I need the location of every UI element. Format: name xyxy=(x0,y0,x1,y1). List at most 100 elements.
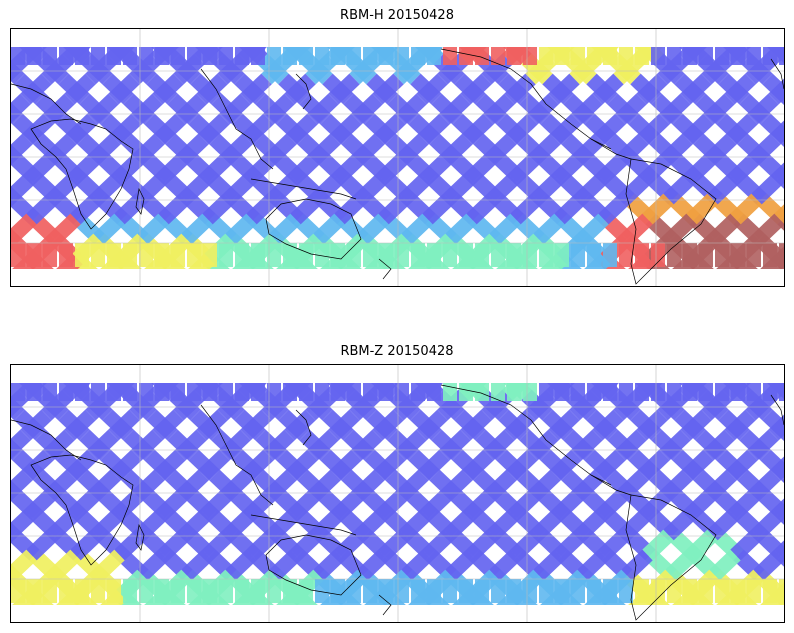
swath-cell xyxy=(779,47,784,65)
swath-cell xyxy=(395,243,409,267)
swath-cell xyxy=(203,243,217,267)
swath-segment xyxy=(577,549,609,581)
swath-segment xyxy=(443,509,475,541)
swath-segment xyxy=(533,549,565,581)
swath-segment xyxy=(571,429,603,461)
swath-segment xyxy=(11,509,35,541)
swath-segment xyxy=(64,73,96,105)
swath-segment xyxy=(615,429,647,461)
swath-segment xyxy=(730,529,762,561)
swath-cell xyxy=(59,243,73,267)
coastlines xyxy=(11,48,784,285)
swath-segment xyxy=(328,409,360,441)
swath-segment xyxy=(20,409,52,441)
swath-cell xyxy=(507,579,521,603)
swath-cell xyxy=(315,47,329,65)
swath-cell xyxy=(555,243,569,267)
swath-segment xyxy=(552,153,584,185)
swath-cell xyxy=(203,47,217,65)
swath-segment xyxy=(378,529,410,561)
swath-segment xyxy=(112,153,144,185)
swath-segment xyxy=(724,409,756,441)
swath-segment xyxy=(531,509,563,541)
swath-segment xyxy=(487,173,519,205)
swath-cell xyxy=(619,579,633,603)
swath-cell xyxy=(123,579,137,603)
swath-segment xyxy=(439,429,471,461)
swath-segment xyxy=(665,213,697,245)
swath-segment xyxy=(703,429,735,461)
swath-cell xyxy=(107,243,121,267)
swath-segment xyxy=(91,509,123,541)
swath-segment xyxy=(49,213,81,245)
swath-segment xyxy=(89,469,121,501)
swath-cell xyxy=(139,579,153,603)
swath-segment xyxy=(527,93,559,125)
swath-segment xyxy=(11,213,37,245)
swath-cell xyxy=(235,47,249,65)
swath-segment xyxy=(330,113,362,145)
swath-segment xyxy=(508,489,540,521)
swath-segment xyxy=(747,429,779,461)
swath-segment xyxy=(202,529,234,561)
swath-segment xyxy=(753,549,784,581)
swath-segment xyxy=(420,489,452,521)
swath-cell xyxy=(715,243,729,267)
swath-cell xyxy=(219,47,233,65)
swath-cell xyxy=(59,383,73,401)
swath-segment xyxy=(179,509,211,541)
swath-cell xyxy=(171,579,185,603)
swath-segment xyxy=(571,93,603,125)
swath-segment xyxy=(709,549,741,581)
swath-segment xyxy=(219,93,251,125)
swath-segment xyxy=(466,193,498,225)
swath-segment xyxy=(548,73,580,105)
swath-segment xyxy=(89,133,121,165)
swath-segment xyxy=(636,73,668,105)
swath-segment xyxy=(399,509,431,541)
swath-cell xyxy=(715,383,729,401)
swath-cell xyxy=(539,47,553,65)
swath-cell xyxy=(91,579,105,603)
swath-segment xyxy=(680,409,712,441)
swath-segment xyxy=(91,173,123,205)
swath-cell xyxy=(363,579,377,603)
swath-cell xyxy=(779,243,784,267)
swath-segment xyxy=(466,529,498,561)
swath-cell xyxy=(635,243,649,267)
swath-segment xyxy=(181,213,213,245)
swath-cell xyxy=(699,383,713,401)
swath-segment xyxy=(307,429,339,461)
swath-segment xyxy=(485,469,517,501)
swath-segment xyxy=(575,509,607,541)
swath-cell xyxy=(331,383,345,401)
swath-cell xyxy=(651,579,665,603)
swath-cell xyxy=(235,383,249,401)
swath-segment xyxy=(179,173,211,205)
swath-cell xyxy=(539,383,553,401)
swath-segment xyxy=(152,73,184,105)
swath-segment xyxy=(489,549,521,581)
swath-segment xyxy=(221,469,253,501)
swath-cell xyxy=(635,383,649,401)
swath-cell xyxy=(235,579,249,603)
swath-segment xyxy=(680,73,712,105)
coastlines xyxy=(11,384,784,621)
swath-segment xyxy=(56,253,83,269)
swath-cell xyxy=(75,579,89,603)
swath-segment xyxy=(770,120,784,145)
swath-segment xyxy=(772,162,784,185)
swath-segment xyxy=(703,93,735,125)
swath-cell xyxy=(635,579,649,603)
swath-segment xyxy=(445,549,477,581)
swath-segment xyxy=(508,153,540,185)
swath-cell xyxy=(107,383,121,401)
swath-segment xyxy=(196,73,228,105)
swath-segment xyxy=(592,409,624,441)
swath-cell xyxy=(779,579,784,603)
swath-cell xyxy=(619,383,633,401)
swath-segment xyxy=(353,469,385,501)
swath-segment xyxy=(332,489,364,521)
swath-segment xyxy=(408,589,435,605)
